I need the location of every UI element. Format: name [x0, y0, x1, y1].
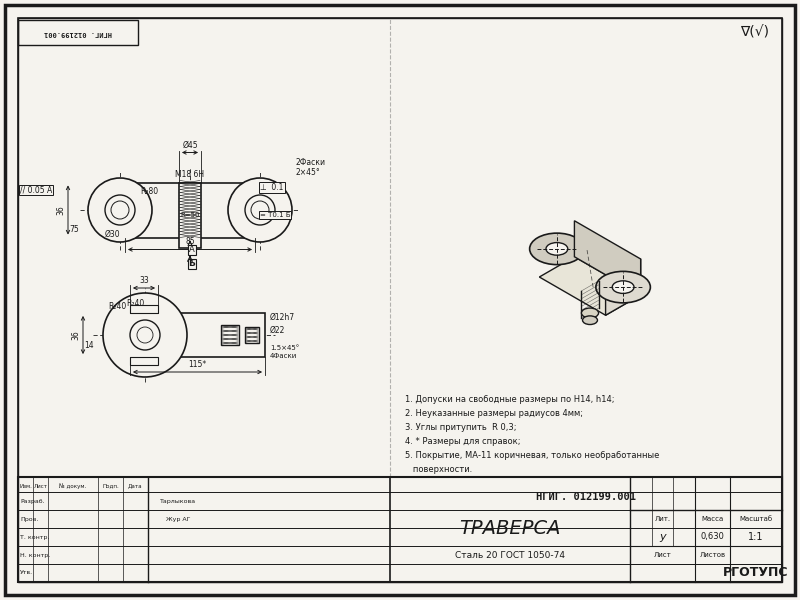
Text: ТРАВЕРСА: ТРАВЕРСА — [459, 518, 561, 538]
Text: 1.5×45°
4Фаски: 1.5×45° 4Фаски — [270, 346, 299, 358]
Bar — [18, 20, 138, 45]
Bar — [125, 182, 255, 238]
Circle shape — [130, 320, 160, 350]
Ellipse shape — [530, 233, 584, 265]
Text: 2Фаски
2×45°: 2Фаски 2×45° — [295, 158, 325, 177]
Text: НГИГ. 012199.001: НГИГ. 012199.001 — [44, 30, 112, 36]
Bar — [130, 357, 158, 365]
Bar — [179, 182, 201, 247]
Ellipse shape — [582, 308, 598, 318]
Text: Масса: Масса — [702, 516, 724, 522]
Text: 14: 14 — [84, 340, 94, 349]
Circle shape — [251, 201, 269, 219]
Circle shape — [88, 178, 152, 242]
Text: 2. Неуказанные размеры радиусов 4мм;: 2. Неуказанные размеры радиусов 4мм; — [405, 409, 583, 418]
Bar — [130, 313, 265, 357]
Text: поверхности.: поверхности. — [405, 464, 472, 473]
Text: A: A — [189, 245, 195, 254]
Text: // 0.05 A: // 0.05 A — [20, 185, 52, 194]
Text: Дата: Дата — [128, 484, 143, 488]
Text: 4. * Размеры для справок;: 4. * Размеры для справок; — [405, 437, 521, 445]
Text: R₂40: R₂40 — [108, 302, 126, 311]
Text: Б: Б — [189, 259, 195, 269]
Text: Ø45: Ø45 — [182, 140, 198, 149]
Text: Жур АГ: Жур АГ — [166, 517, 190, 521]
Text: Лист: Лист — [654, 552, 671, 558]
Text: Масштаб: Масштаб — [739, 516, 773, 522]
Bar — [130, 305, 158, 313]
Bar — [221, 325, 239, 345]
Polygon shape — [539, 257, 641, 315]
Ellipse shape — [612, 281, 634, 293]
Text: 36: 36 — [56, 205, 65, 215]
Text: Т. контр.: Т. контр. — [20, 535, 50, 539]
Circle shape — [228, 178, 292, 242]
Circle shape — [103, 293, 187, 377]
Circle shape — [105, 195, 135, 225]
Text: 75: 75 — [69, 226, 79, 235]
Text: Лист: Лист — [34, 484, 47, 488]
Bar — [245, 327, 259, 343]
Text: Утв.: Утв. — [20, 571, 33, 575]
Text: M18 6H: M18 6H — [175, 170, 205, 179]
Text: 33: 33 — [139, 276, 149, 285]
Text: 85: 85 — [185, 238, 195, 247]
Ellipse shape — [582, 316, 598, 325]
Text: R=50: R=50 — [180, 212, 200, 218]
Text: 0,630: 0,630 — [701, 533, 725, 541]
Text: 1:1: 1:1 — [748, 532, 764, 542]
Ellipse shape — [546, 242, 568, 255]
Text: Тарлыкова: Тарлыкова — [160, 499, 196, 503]
Ellipse shape — [596, 271, 650, 303]
Text: Пров.: Пров. — [20, 517, 38, 521]
Text: Подп.: Подп. — [102, 484, 119, 488]
Text: Ø22: Ø22 — [270, 325, 286, 335]
Bar — [18, 477, 782, 582]
Text: ∇(√): ∇(√) — [741, 25, 770, 39]
Circle shape — [245, 195, 275, 225]
Text: R₂40: R₂40 — [126, 298, 144, 307]
Text: R₂80: R₂80 — [140, 187, 158, 196]
Text: Ø12h7: Ø12h7 — [270, 313, 295, 322]
Text: 1. Допуски на свободные размеры по H14, h14;: 1. Допуски на свободные размеры по H14, … — [405, 395, 614, 403]
Text: Разраб.: Разраб. — [20, 499, 45, 503]
Polygon shape — [574, 221, 641, 295]
Text: у: у — [659, 532, 666, 542]
Text: 115*: 115* — [188, 360, 206, 369]
Text: РГОТУПС: РГОТУПС — [723, 566, 789, 580]
Text: НГИГ. 012199.001: НГИГ. 012199.001 — [536, 493, 636, 502]
Text: № докум.: № докум. — [59, 483, 86, 489]
Text: ⊥  0.1: ⊥ 0.1 — [260, 183, 283, 192]
Text: Ø30: Ø30 — [104, 229, 120, 238]
Text: Листов: Листов — [699, 552, 726, 558]
Circle shape — [137, 327, 153, 343]
Text: Изм.: Изм. — [19, 484, 32, 488]
Circle shape — [111, 201, 129, 219]
Text: 36: 36 — [71, 330, 80, 340]
Text: Н. контр.: Н. контр. — [20, 553, 50, 557]
Text: 5. Покрытие, МА-11 коричневая, только необработанные: 5. Покрытие, МА-11 коричневая, только не… — [405, 451, 659, 460]
Polygon shape — [606, 259, 641, 315]
Text: Сталь 20 ГОСТ 1050-74: Сталь 20 ГОСТ 1050-74 — [455, 551, 565, 559]
Text: = T0.1 Б: = T0.1 Б — [260, 212, 290, 218]
Text: 3. Углы притупить  R 0,3;: 3. Углы притупить R 0,3; — [405, 422, 517, 431]
Text: Лит.: Лит. — [654, 516, 670, 522]
